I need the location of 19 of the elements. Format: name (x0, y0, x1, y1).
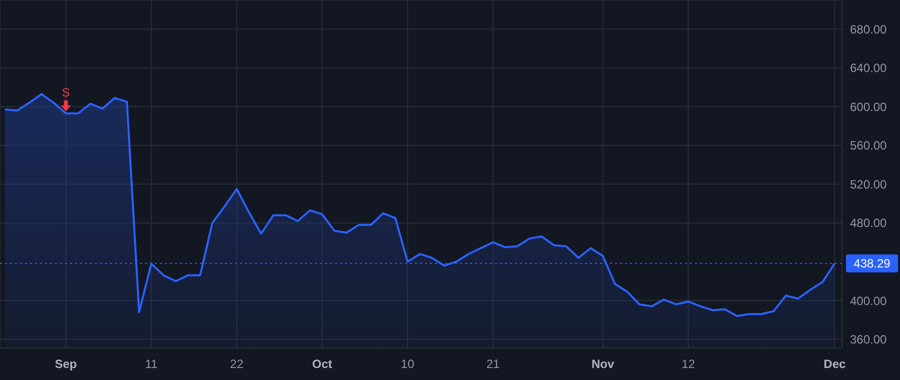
y-tick-label: 560.00 (850, 138, 888, 153)
x-tick-label: 22 (230, 357, 244, 371)
y-tick-label: 400.00 (850, 294, 888, 308)
y-tick-label: 680.00 (850, 22, 888, 36)
annotation: S (62, 85, 70, 100)
x-tick-label: 10 (400, 357, 415, 371)
y-tick-label: 600.00 (850, 100, 888, 114)
x-tick-label: Dec (824, 357, 846, 371)
x-tick-label: Sep (54, 357, 77, 371)
x-tick-label: 21 (486, 357, 500, 371)
x-tick-label: Nov (591, 357, 614, 371)
x-tick-label: 11 (145, 357, 158, 371)
y-tick-label: 520.00 (850, 177, 888, 192)
y-tick-label: 640.00 (850, 61, 888, 76)
x-tick-label: 12 (682, 357, 696, 371)
x-tick-label: Oct (312, 357, 332, 371)
y-tick-label: 360.00 (850, 332, 888, 347)
y-tick-label: 480.00 (850, 216, 888, 230)
ref-line-label: 438.29 (854, 256, 891, 270)
